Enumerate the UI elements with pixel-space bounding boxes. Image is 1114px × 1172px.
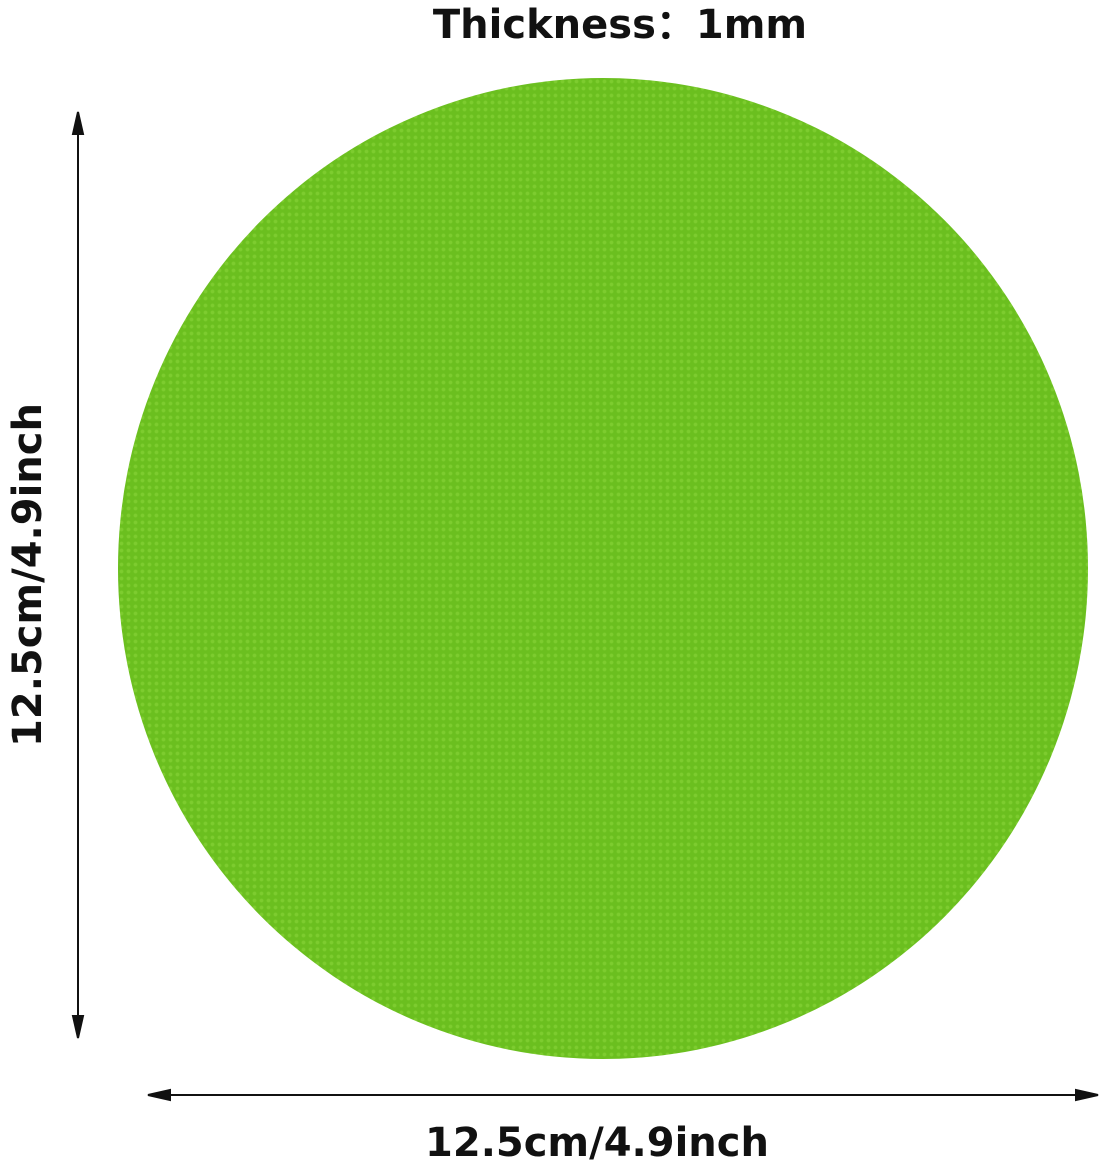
green-circle-pad: [118, 78, 1088, 1059]
horizontal-dimension-arrow: [147, 1088, 1099, 1102]
vertical-dimension-arrow: [71, 111, 85, 1039]
thickness-label: Thickness：1mm: [432, 2, 808, 48]
height-dimension-label: 12.5cm/4.9inch: [5, 403, 51, 747]
width-dimension-label: 12.5cm/4.9inch: [425, 1120, 769, 1166]
